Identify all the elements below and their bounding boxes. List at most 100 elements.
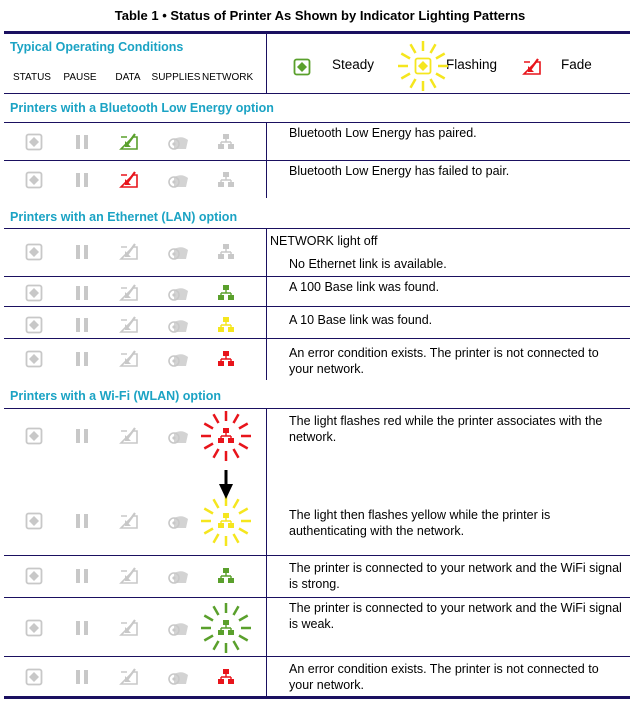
pause-led-icon (76, 245, 88, 259)
rule (4, 31, 630, 34)
network-led-icon (218, 669, 234, 684)
rule (4, 276, 630, 277)
supplies-led-icon (168, 247, 188, 260)
data-led-icon (119, 133, 138, 150)
pause-led-icon (76, 569, 88, 583)
status-led-icon (25, 668, 43, 686)
network-led-icon (201, 411, 251, 461)
row-text: Bluetooth Low Energy has failed to pair. (289, 164, 510, 178)
network-led-icon (218, 134, 234, 149)
network-led-icon (218, 285, 234, 300)
col-data: DATA (115, 72, 141, 83)
divider (266, 228, 267, 380)
supplies-led-icon (168, 288, 188, 301)
data-led-icon (119, 350, 138, 367)
typical-heading: Typical Operating Conditions (10, 40, 184, 54)
rule (4, 160, 630, 161)
rule (4, 93, 630, 94)
row-label: NETWORK light off (270, 234, 378, 248)
divider (266, 408, 267, 697)
section-ble: Printers with a Bluetooth Low Energy opt… (10, 101, 274, 115)
data-led-icon (119, 567, 138, 584)
supplies-led-icon (168, 175, 188, 188)
status-led-icon (25, 567, 43, 585)
legend-fade-icon (522, 58, 541, 75)
supplies-led-icon (168, 137, 188, 150)
legend-flashing-icon (398, 41, 448, 91)
network-led-icon (218, 172, 234, 187)
rule (4, 122, 630, 123)
supplies-led-icon (168, 672, 188, 685)
data-led-icon (119, 243, 138, 260)
pause-led-icon (76, 318, 88, 332)
rule (4, 696, 630, 699)
row-text: The printer is connected to your network… (289, 601, 622, 631)
row-text: A 10 Base link was found. (289, 313, 433, 327)
supplies-led-icon (168, 571, 188, 584)
pause-led-icon (76, 352, 88, 366)
network-led-icon (218, 568, 234, 583)
network-led-icon (218, 244, 234, 259)
divider (266, 31, 267, 93)
data-led-icon (119, 427, 138, 444)
col-status: STATUS (13, 72, 51, 83)
status-led-icon (25, 133, 43, 151)
data-led-icon (119, 171, 138, 188)
supplies-led-icon (168, 431, 188, 444)
supplies-led-icon (168, 623, 188, 636)
rule (4, 597, 630, 598)
data-led-icon (119, 316, 138, 333)
supplies-led-icon (168, 516, 188, 529)
status-led-icon (25, 171, 43, 189)
row-text: The light flashes red while the printer … (289, 414, 603, 444)
legend-flashing: Flashing (446, 57, 498, 72)
row-text: The light then flashes yellow while the … (289, 508, 551, 538)
pause-led-icon (76, 286, 88, 300)
status-led-icon (25, 619, 43, 637)
network-led-icon (218, 351, 234, 366)
row-text: An error condition exists. The printer i… (289, 662, 599, 692)
col-supplies: SUPPLIES (151, 72, 201, 83)
row-text: No Ethernet link is available. (289, 257, 447, 271)
pause-led-icon (76, 135, 88, 149)
rule (4, 306, 630, 307)
row-text: An error condition exists. The printer i… (289, 346, 599, 376)
section-ethernet: Printers with an Ethernet (LAN) option (10, 210, 238, 224)
network-led-icon (218, 317, 234, 332)
divider (266, 122, 267, 198)
rule (4, 338, 630, 339)
legend-fade: Fade (561, 57, 592, 72)
status-led-icon (25, 243, 43, 261)
table-title: Table 1 • Status of Printer As Shown by … (114, 8, 526, 23)
arrow-down-icon (219, 470, 233, 499)
status-led-icon (25, 512, 43, 530)
row-text: A 100 Base link was found. (289, 280, 440, 294)
status-led-icon (25, 427, 43, 445)
supplies-led-icon (168, 320, 188, 333)
legend-steady-icon (293, 58, 311, 76)
data-led-icon (119, 668, 138, 685)
section-wifi: Printers with a Wi-Fi (WLAN) option (10, 389, 221, 403)
pause-led-icon (76, 670, 88, 684)
pause-led-icon (76, 621, 88, 635)
pause-led-icon (76, 173, 88, 187)
col-network: NETWORK (202, 72, 254, 83)
rule (4, 228, 630, 229)
status-led-icon (25, 350, 43, 368)
row-text: Bluetooth Low Energy has paired. (289, 126, 477, 140)
col-pause: PAUSE (63, 72, 97, 83)
rule (4, 408, 630, 409)
rule (4, 555, 630, 556)
pause-led-icon (76, 514, 88, 528)
supplies-led-icon (168, 354, 188, 367)
data-led-icon (119, 619, 138, 636)
data-led-icon (119, 512, 138, 529)
network-led-icon (201, 496, 251, 546)
status-led-icon (25, 316, 43, 334)
legend-steady: Steady (332, 57, 375, 72)
row-text: The printer is connected to your network… (289, 561, 622, 591)
network-led-icon (201, 603, 251, 653)
data-led-icon (119, 284, 138, 301)
rule (4, 656, 630, 657)
